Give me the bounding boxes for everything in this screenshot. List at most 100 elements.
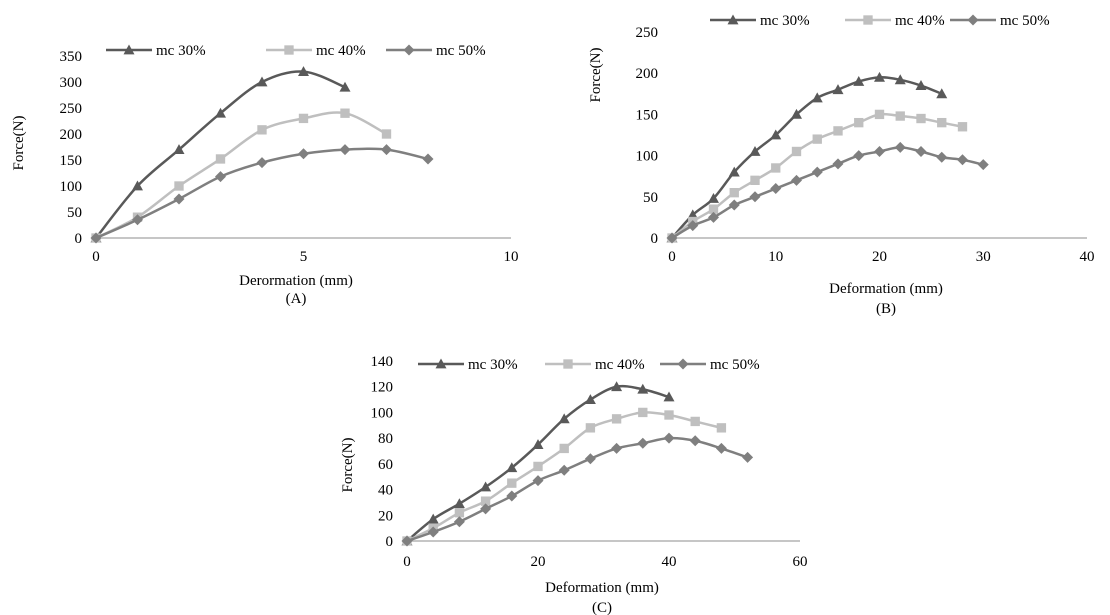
x-axis-title: Deformation (mm) xyxy=(545,580,659,596)
data-point xyxy=(381,144,392,156)
data-point xyxy=(689,435,701,447)
data-point xyxy=(584,453,596,465)
series-line-3 xyxy=(671,146,984,240)
legend-marker xyxy=(403,44,415,56)
data-point xyxy=(257,125,267,135)
data-point xyxy=(559,443,569,454)
data-point xyxy=(215,107,226,118)
y-tick-label: 60 xyxy=(378,457,393,473)
data-point xyxy=(611,414,622,424)
data-point xyxy=(585,423,596,433)
data-point xyxy=(977,159,989,171)
data-point xyxy=(833,126,843,136)
data-point xyxy=(874,109,885,120)
data-point xyxy=(715,442,727,454)
data-point xyxy=(791,146,802,157)
data-point xyxy=(728,166,740,177)
data-point xyxy=(690,416,700,427)
data-point xyxy=(915,145,927,157)
data-point xyxy=(957,154,968,166)
data-point xyxy=(532,439,544,449)
data-point xyxy=(427,513,439,524)
data-point xyxy=(832,84,844,95)
legend-marker xyxy=(727,14,739,25)
x-tick-label: 0 xyxy=(92,249,100,265)
data-point xyxy=(454,508,465,518)
data-point xyxy=(687,220,699,232)
data-point xyxy=(611,442,623,454)
data-point xyxy=(749,191,761,203)
x-axis-title: Derormation (mm) xyxy=(239,273,353,289)
data-point xyxy=(666,232,678,244)
y-tick-label: 50 xyxy=(67,205,82,221)
data-point xyxy=(812,134,822,144)
data-point xyxy=(936,88,948,99)
data-point xyxy=(749,145,761,156)
data-point xyxy=(957,122,968,132)
x-tick-label: 0 xyxy=(403,554,411,570)
data-point xyxy=(663,391,675,402)
y-tick-label: 100 xyxy=(60,179,83,195)
y-tick-label: 40 xyxy=(378,483,393,499)
data-point xyxy=(663,432,675,444)
legend-label: mc 50% xyxy=(436,43,486,59)
chart-panel-b: mc 30% mc 40% mc 50% 0 50 100 150 200 250 0 10 20 3… xyxy=(588,13,1095,317)
chart-caption: (B) xyxy=(876,301,896,317)
x-tick-label: 10 xyxy=(768,249,783,265)
data-point xyxy=(558,413,570,424)
data-point xyxy=(894,141,906,153)
data-point xyxy=(339,81,351,92)
data-point xyxy=(584,394,596,404)
data-point xyxy=(708,192,719,203)
data-point xyxy=(770,129,782,140)
data-point xyxy=(174,181,184,191)
data-point xyxy=(894,74,906,85)
legend-marker xyxy=(123,44,135,55)
data-point xyxy=(770,183,782,195)
data-point xyxy=(558,464,570,476)
data-point xyxy=(729,188,739,198)
legend-label: mc 40% xyxy=(895,13,945,29)
y-tick-label: 20 xyxy=(378,508,393,524)
y-tick-label: 250 xyxy=(60,101,83,117)
legend-marker xyxy=(563,359,573,369)
data-point xyxy=(936,151,948,163)
plot-area: 0 50 100 150 200 250 300 350 0 5 10 xyxy=(60,49,519,265)
chart-caption: (A) xyxy=(286,291,307,307)
data-point xyxy=(532,475,544,487)
data-point xyxy=(453,516,465,528)
x-tick-label: 20 xyxy=(531,554,546,570)
legend: mc 30% mc 40% mc 50% xyxy=(418,357,760,373)
legend: mc 30% mc 40% mc 50% xyxy=(106,43,486,59)
y-tick-label: 140 xyxy=(371,354,394,370)
legend-label: mc 30% xyxy=(760,13,810,29)
y-tick-label: 0 xyxy=(386,534,394,550)
legend-label: mc 40% xyxy=(595,357,645,373)
data-point xyxy=(298,148,309,160)
x-tick-label: 0 xyxy=(668,249,676,265)
data-point xyxy=(427,526,439,538)
y-tick-label: 50 xyxy=(643,190,658,206)
x-tick-label: 60 xyxy=(793,554,808,570)
data-point xyxy=(132,180,143,191)
data-point xyxy=(256,76,268,87)
data-point xyxy=(811,166,823,178)
data-point xyxy=(422,153,434,165)
y-tick-label: 150 xyxy=(636,107,659,123)
data-point xyxy=(533,461,543,472)
legend-label: mc 50% xyxy=(1000,13,1050,29)
chart-panel-a: mc 30% mc 40% mc 50% 050100150200250300350… xyxy=(11,43,519,307)
y-axis-title: Force(N) xyxy=(340,438,356,493)
data-point xyxy=(611,381,623,392)
data-point xyxy=(480,496,491,506)
legend-label: mc 30% xyxy=(468,357,518,373)
y-tick-label: 200 xyxy=(60,127,83,143)
data-point xyxy=(506,462,518,473)
y-axis-title: Force(N) xyxy=(11,116,27,171)
data-point xyxy=(215,154,226,164)
chart-caption: (C) xyxy=(592,600,612,615)
legend-marker xyxy=(863,15,873,25)
x-tick-label: 10 xyxy=(504,249,519,265)
data-point xyxy=(340,108,350,118)
data-point xyxy=(401,535,413,547)
